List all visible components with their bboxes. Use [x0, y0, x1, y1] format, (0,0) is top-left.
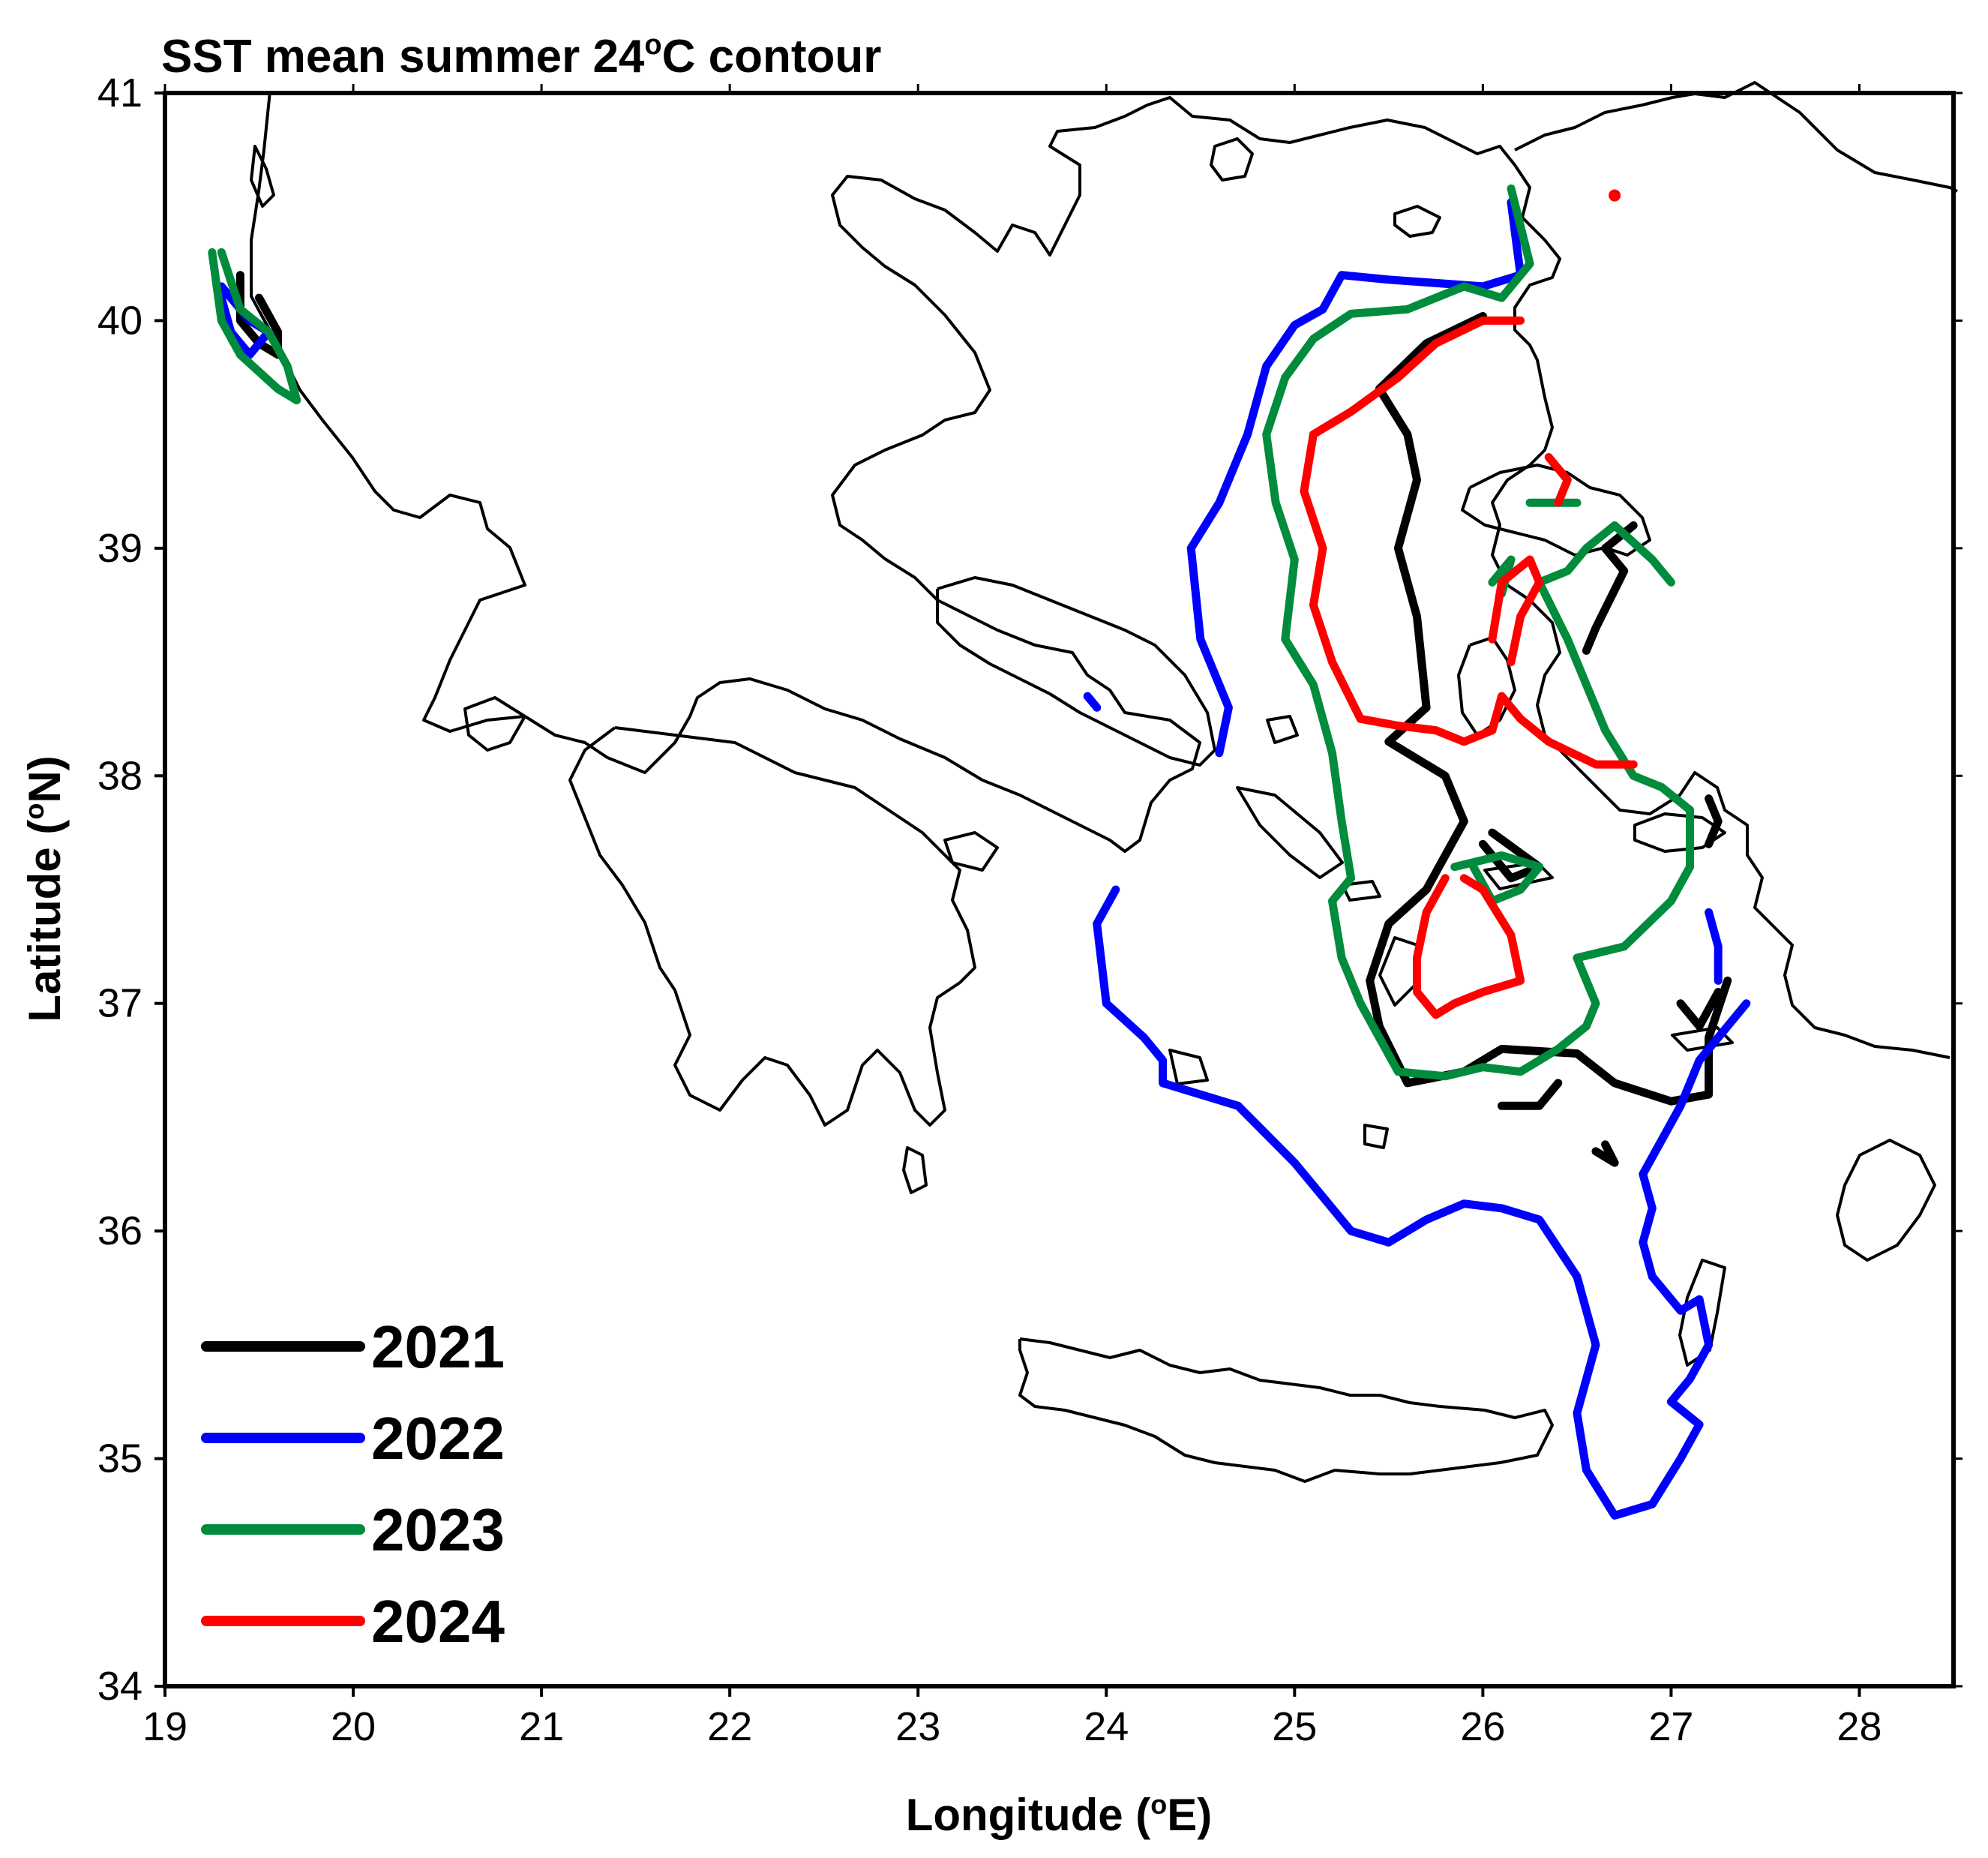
contour-point — [1609, 189, 1621, 202]
coastline-peloponnese — [568, 726, 976, 1127]
y-axis-ticks: 34 35 36 37 38 39 40 41 — [97, 71, 1963, 1709]
x-tick-label: 26 — [1460, 1704, 1505, 1749]
coastline-layer — [250, 81, 1958, 1483]
y-tick-label: 38 — [97, 753, 142, 798]
legend-label-2023: 2023 — [371, 1496, 505, 1563]
x-tick-label: 25 — [1272, 1704, 1317, 1749]
x-tick-label: 27 — [1648, 1704, 1693, 1749]
coastline-andros — [1236, 786, 1344, 879]
contour-line — [1591, 1140, 1619, 1167]
legend-label-2024: 2024 — [371, 1588, 505, 1655]
coastline-euboea — [936, 576, 1216, 767]
chart-title-main: SST mean summer 24 — [161, 31, 645, 83]
contour-line — [1488, 555, 1544, 667]
contour-line — [1544, 453, 1572, 507]
contour-line — [1705, 908, 1723, 985]
coastline-naxos — [1378, 936, 1419, 1007]
contour-line — [1300, 316, 1638, 769]
coastline-rhodes — [1836, 1139, 1936, 1262]
plot-frame — [163, 91, 1956, 1688]
coastline-turkey-north — [1514, 81, 1958, 193]
y-axis-label-degree: o — [19, 803, 49, 820]
legend: 2021 2022 2023 2024 — [201, 1313, 505, 1655]
contour-line — [1413, 874, 1525, 1019]
contour-line — [1366, 311, 1732, 1106]
coastline-limnos — [1393, 205, 1441, 238]
x-axis-ticks: 19 20 21 22 23 24 25 26 27 28 — [142, 84, 1882, 1749]
y-tick-label: 37 — [97, 981, 142, 1026]
x-tick-label: 28 — [1837, 1704, 1882, 1749]
y-axis-label: Latitude (oN) — [19, 755, 70, 1022]
legend-label-2021: 2021 — [371, 1313, 505, 1380]
y-axis-label-pre: Latitude ( — [19, 820, 70, 1022]
x-tick-label: 23 — [895, 1704, 940, 1749]
y-tick-label: 36 — [97, 1208, 142, 1253]
coastline-santorini — [1363, 1124, 1389, 1149]
coastline-kythira — [902, 1146, 928, 1194]
contour-line — [208, 248, 301, 405]
y-tick-label: 35 — [97, 1436, 142, 1481]
contour-line — [1705, 794, 1723, 848]
x-axis-label: Longitude (oE) — [906, 1789, 1213, 1840]
x-axis-label-post: E) — [1167, 1790, 1212, 1840]
contour-line — [1083, 692, 1102, 712]
chart-title: SST mean summer 24oC contour — [161, 29, 881, 83]
coastline-milos — [1168, 1049, 1209, 1085]
coastline-corfu — [250, 145, 275, 208]
coastline-mainland — [250, 91, 1951, 1059]
contour-line — [1093, 885, 1751, 1520]
x-tick-label: 20 — [331, 1704, 376, 1749]
contour-line — [1676, 988, 1723, 1031]
y-tick-label: 39 — [97, 526, 142, 571]
contour-line — [1582, 521, 1638, 655]
x-tick-label: 22 — [707, 1704, 752, 1749]
chart-title-degree: o — [644, 29, 661, 61]
contour-series-2021 — [235, 271, 1732, 1167]
coastline-kos — [1671, 1026, 1734, 1052]
x-tick-label: 21 — [519, 1704, 564, 1749]
coastline-tinos-mykonos — [1341, 880, 1381, 902]
coastline-kefalonia — [463, 696, 526, 752]
legend-label-2022: 2022 — [371, 1405, 505, 1472]
contour-line — [1262, 184, 1694, 1081]
coastline-crete — [1018, 1337, 1554, 1483]
x-axis-label-degree: o — [1150, 1789, 1167, 1820]
x-tick-label: 24 — [1084, 1704, 1129, 1749]
contours-layer — [208, 184, 1751, 1520]
contour-line — [1478, 828, 1544, 883]
coastline-salamina-aegina — [943, 831, 999, 872]
y-tick-label: 40 — [97, 298, 142, 343]
contour-line — [1498, 1079, 1563, 1110]
contour-series-2024 — [1300, 189, 1638, 1019]
y-tick-label: 34 — [97, 1664, 142, 1709]
chart-title-tail: C contour — [662, 31, 882, 83]
coastline-lesvos — [1461, 464, 1651, 557]
coastline-chios — [1457, 636, 1516, 737]
y-tick-label: 41 — [97, 71, 142, 116]
coastline-skyros — [1266, 715, 1299, 744]
coastline-thasos — [1210, 137, 1254, 182]
y-axis-label-post: N) — [19, 755, 70, 803]
x-axis-label-pre: Longitude ( — [906, 1790, 1151, 1840]
x-tick-label: 19 — [142, 1704, 187, 1749]
